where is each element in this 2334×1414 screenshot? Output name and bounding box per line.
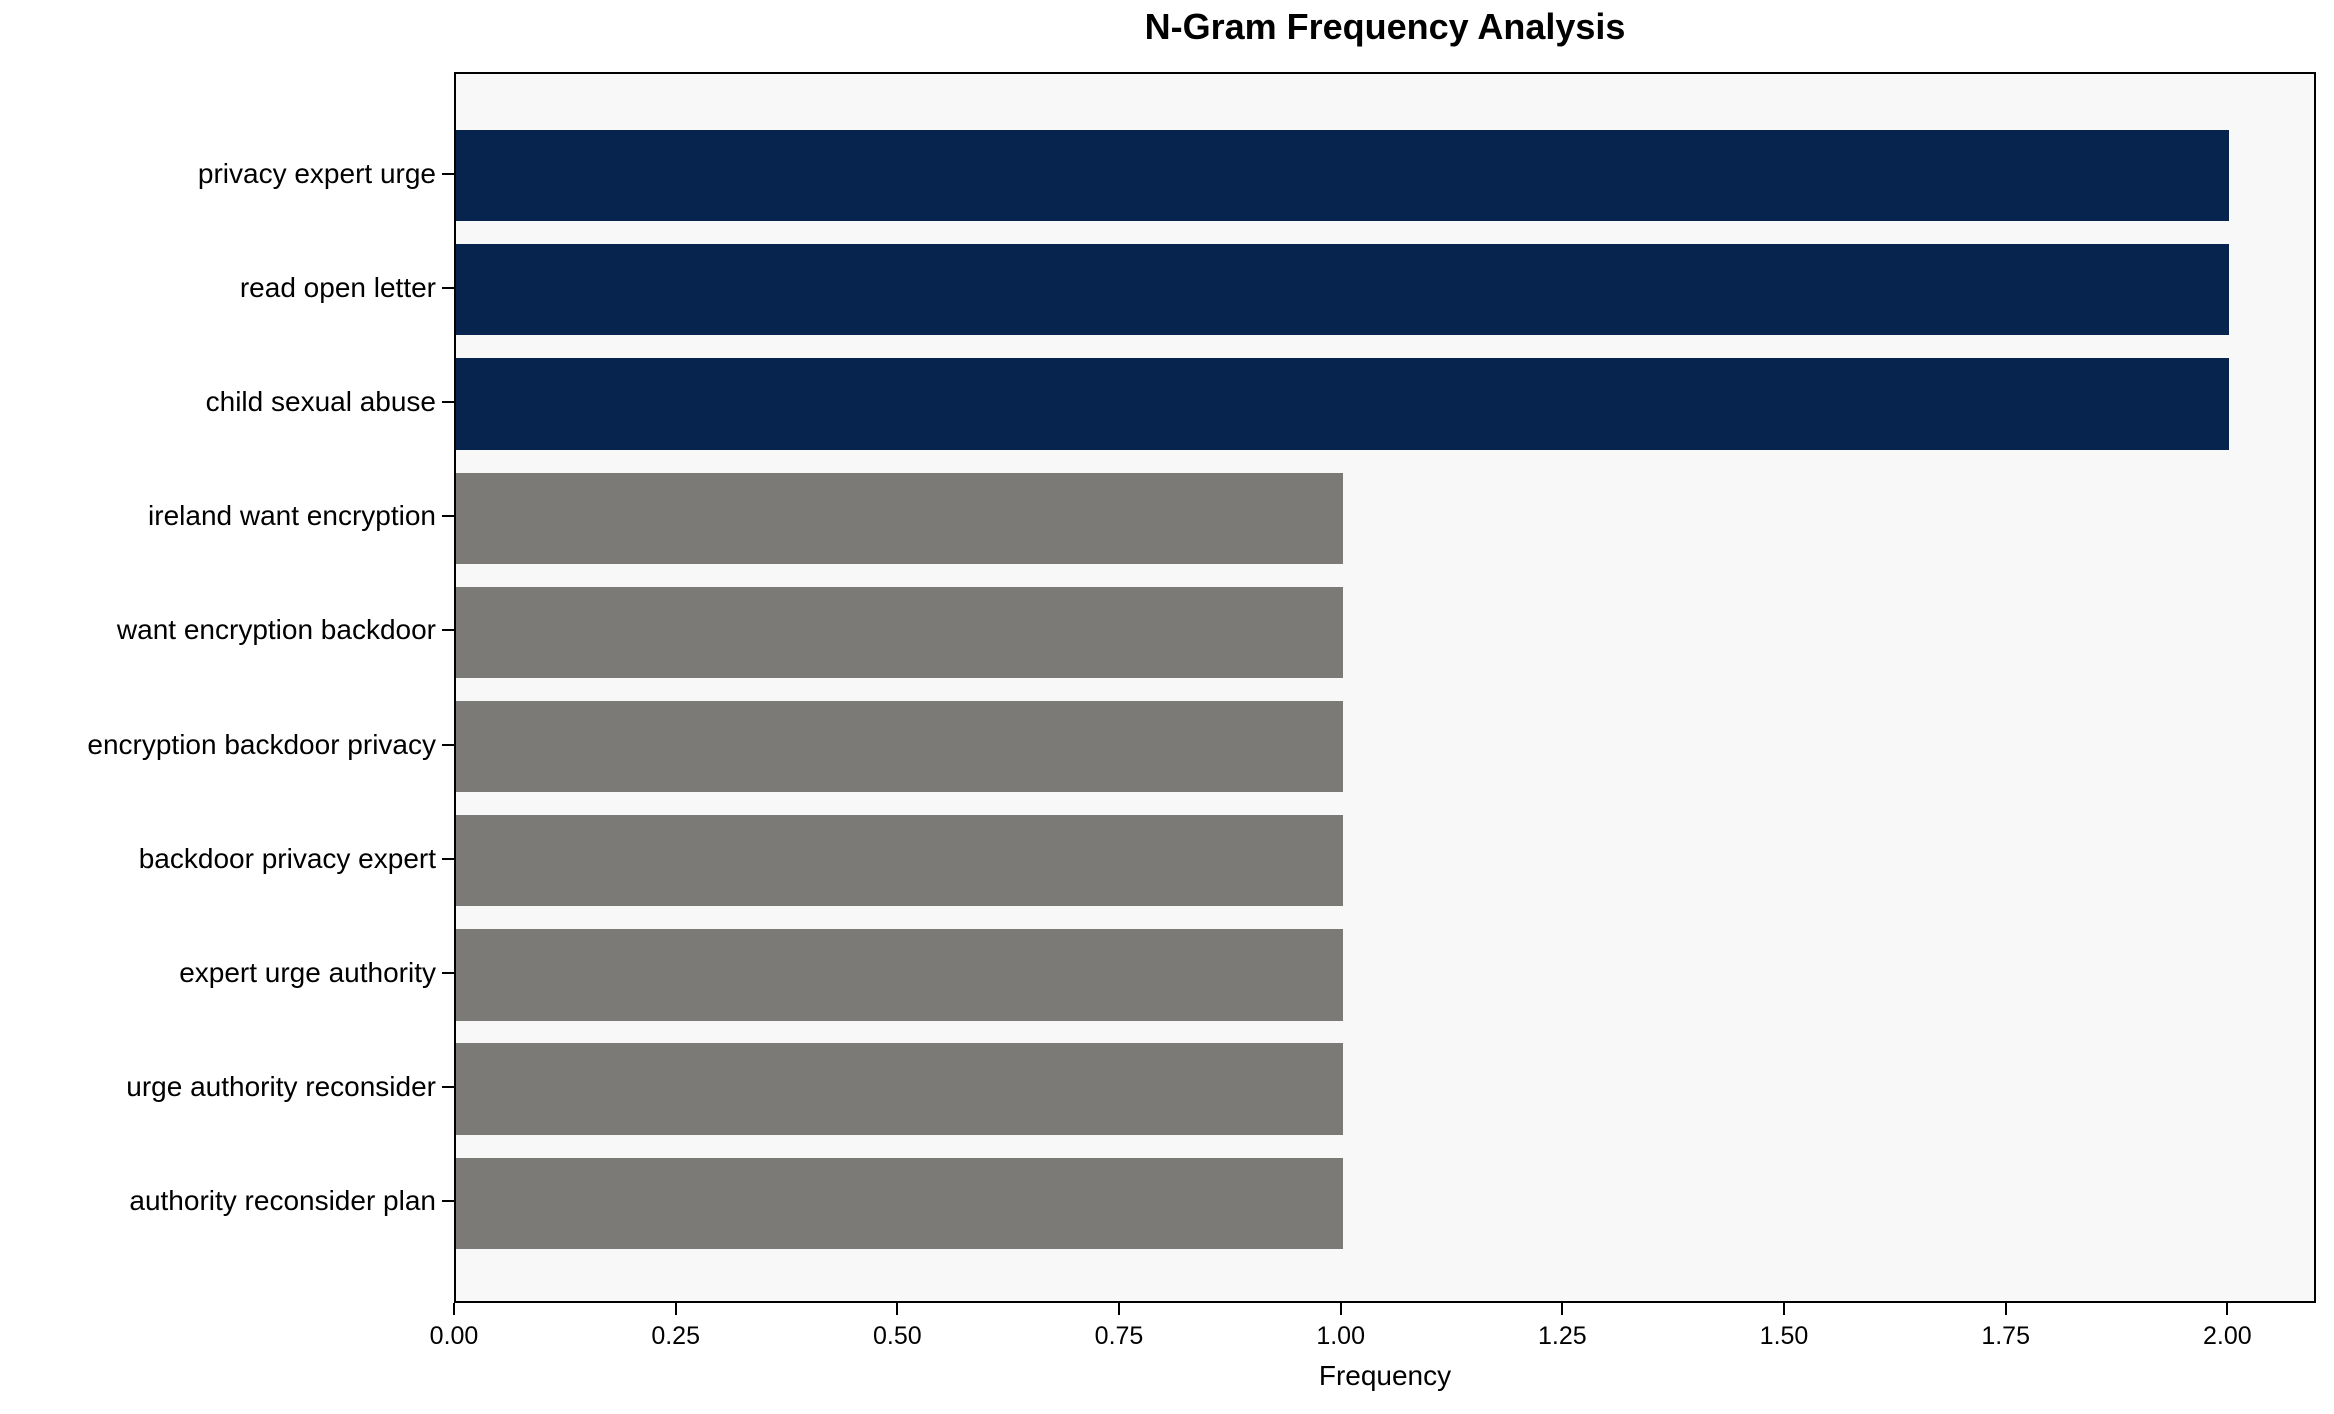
- y-tick-label: authority reconsider plan: [129, 1185, 436, 1217]
- x-tick-label: 0.00: [429, 1322, 479, 1350]
- chart-title: N-Gram Frequency Analysis: [1144, 6, 1626, 47]
- x-tick-mark: [1783, 1303, 1785, 1315]
- y-tick-mark: [442, 1086, 454, 1089]
- x-tick-mark: [2226, 1303, 2229, 1315]
- y-tick-label: want encryption backdoor: [116, 614, 436, 646]
- bar: [456, 472, 1343, 564]
- bar: [456, 1043, 1343, 1135]
- bar: [456, 700, 1343, 793]
- x-tick-mark: [674, 1303, 677, 1315]
- x-axis-label: Frequency: [1318, 1360, 1452, 1391]
- x-tick-label: 0.25: [651, 1322, 700, 1350]
- y-tick-label: ireland want encryption: [148, 500, 436, 532]
- bar: [456, 929, 1343, 1021]
- y-tick-label: read open letter: [239, 271, 436, 303]
- x-tick-label: 1.25: [1537, 1322, 1587, 1350]
- y-tick-mark: [442, 743, 454, 746]
- y-tick-label: encryption backdoor privacy: [87, 728, 436, 760]
- x-tick-mark: [2004, 1303, 2007, 1315]
- y-tick-label: backdoor privacy expert: [138, 842, 436, 874]
- x-tick-label: 1.75: [1981, 1322, 2030, 1350]
- x-tick-label: 1.00: [1316, 1322, 1365, 1350]
- x-tick-mark: [1561, 1303, 1564, 1315]
- y-tick-mark: [442, 286, 454, 289]
- x-tick-mark: [1339, 1303, 1342, 1315]
- x-tick-label: 1.50: [1759, 1322, 1809, 1350]
- y-tick-label: privacy expert urge: [197, 157, 436, 189]
- bar: [456, 358, 2230, 450]
- y-tick-label: child sexual abuse: [205, 386, 436, 418]
- bar: [456, 244, 2230, 336]
- x-tick-mark: [453, 1303, 455, 1315]
- x-tick-mark: [1118, 1303, 1120, 1315]
- y-tick-label: urge authority reconsider: [126, 1071, 436, 1103]
- y-tick-mark: [442, 401, 454, 404]
- x-tick-label: 2.00: [2202, 1322, 2252, 1350]
- bar: [456, 129, 2230, 222]
- bar: [456, 586, 1343, 679]
- y-tick-mark: [442, 1200, 454, 1203]
- y-tick-mark: [442, 172, 454, 175]
- bar: [456, 815, 1343, 907]
- bar: [456, 1157, 1343, 1250]
- plot-area: [454, 72, 2316, 1303]
- x-tick-label: 0.50: [872, 1322, 922, 1350]
- y-tick-mark: [442, 515, 454, 518]
- y-tick-mark: [442, 629, 454, 632]
- x-tick-mark: [896, 1303, 899, 1315]
- y-tick-mark: [442, 857, 454, 860]
- y-tick-label: expert urge authority: [179, 956, 436, 988]
- y-tick-mark: [442, 971, 454, 974]
- x-tick-label: 0.75: [1094, 1322, 1144, 1350]
